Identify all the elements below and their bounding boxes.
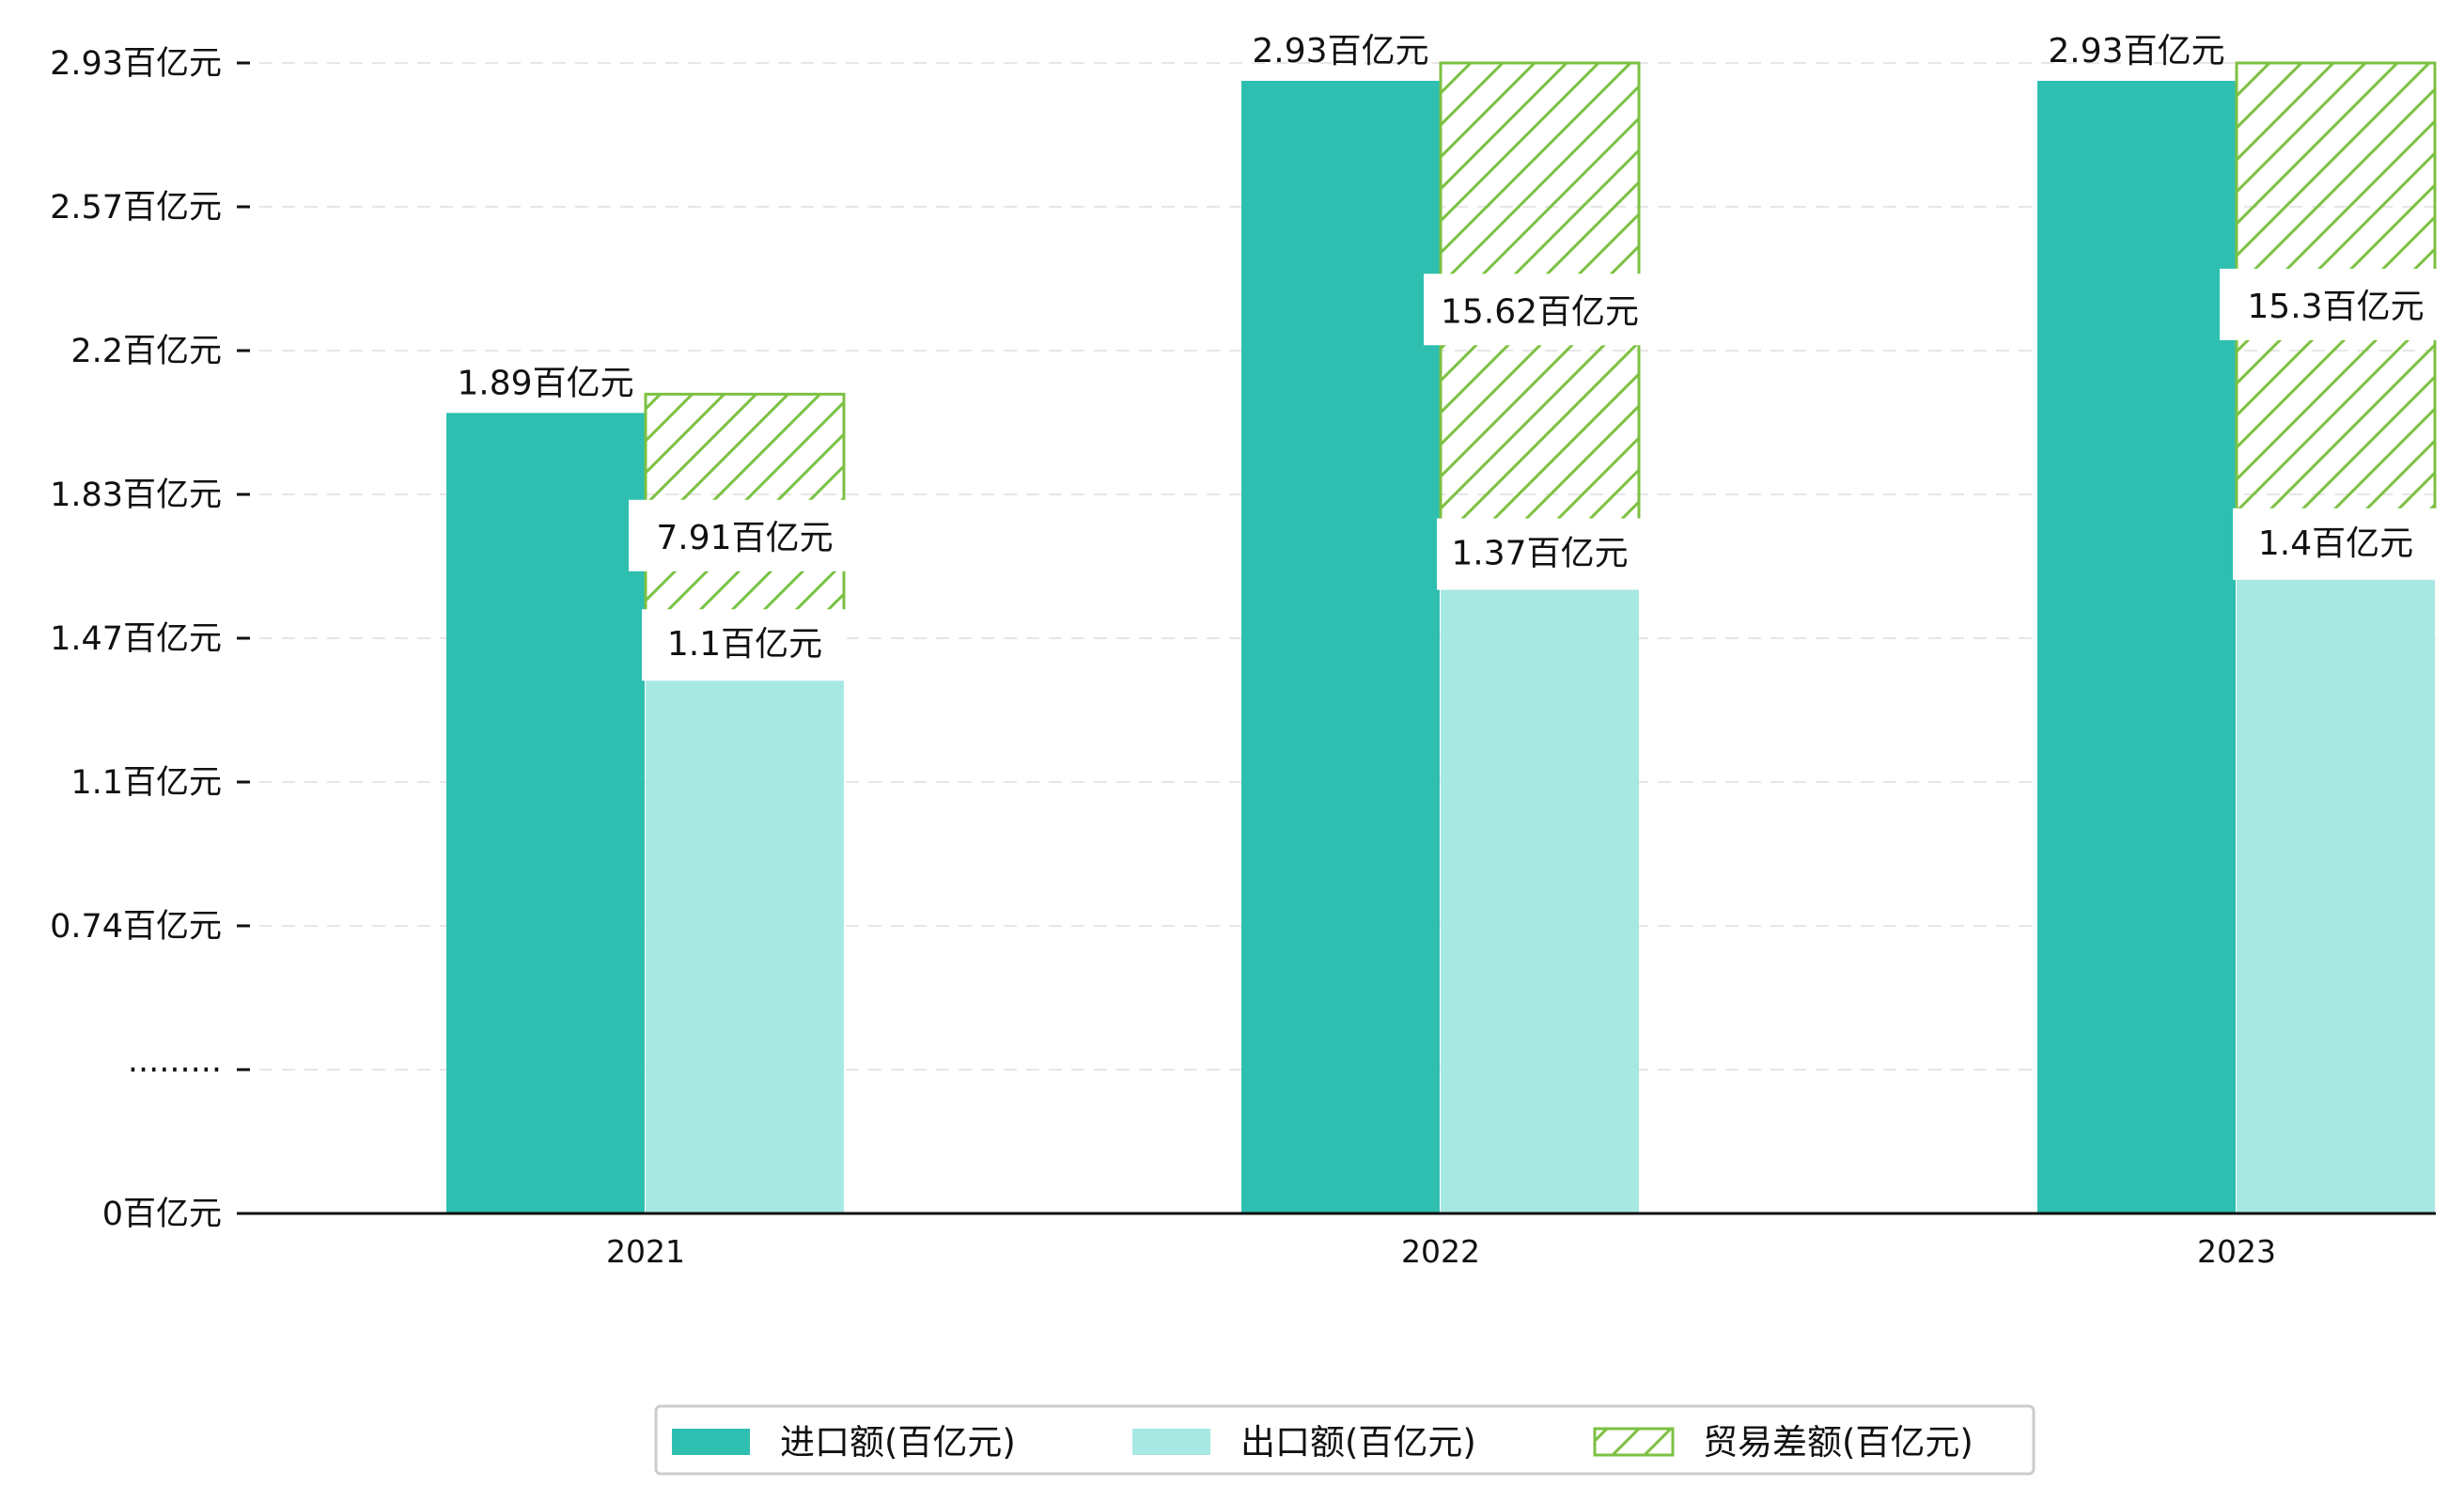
y-tick-label: 1.83百亿元: [50, 477, 222, 514]
data-label-export: 1.1百亿元: [667, 625, 822, 664]
label-box: [1437, 518, 1642, 590]
axis-layer: 0百亿元 ········· 0.74百亿元 1.1百亿元 1.47百亿元 1.83百亿元…: [50, 45, 2436, 1270]
bar-import: [2037, 81, 2236, 1213]
legend-swatch: [1593, 1427, 1675, 1457]
y-tick-label: 2.93百亿元: [50, 45, 222, 83]
label-box: [629, 499, 864, 571]
y-tick-label: 1.47百亿元: [50, 620, 222, 658]
data-label-trade-balance: 7.91百亿元: [656, 519, 833, 557]
label-box: [1424, 274, 1659, 346]
legend-label: 进口额(百亿元): [780, 1422, 1016, 1463]
data-label-export: 1.37百亿元: [1451, 535, 1628, 573]
label-box: [642, 609, 847, 681]
legend-swatch: [672, 1429, 750, 1455]
y-tick-label: 1.1百亿元: [70, 764, 222, 802]
data-labels: 1.89百亿元 1.1百亿元 7.91百亿元 2.93百亿元 1.37百亿元 15.62百…: [457, 32, 2455, 681]
data-label-trade-balance: 15.62百亿元: [1441, 292, 1639, 331]
legend-swatch: [1132, 1429, 1210, 1455]
bar-import: [1241, 81, 1440, 1213]
data-label-import: 2.93百亿元: [1252, 32, 1428, 70]
data-label-trade-balance: 15.3百亿元: [2247, 288, 2424, 326]
bar-export: [2237, 577, 2435, 1213]
legend-label: 贸易差额(百亿元): [1703, 1422, 1973, 1463]
y-tick-label: 2.2百亿元: [70, 333, 222, 370]
x-tick-label: 2023: [2197, 1233, 2276, 1270]
x-tick-label: 2021: [606, 1233, 685, 1270]
legend-frame: [654, 1404, 2035, 1476]
bar-import: [446, 413, 645, 1213]
y-tick-label: 0.74百亿元: [50, 908, 222, 946]
data-label-export: 1.4百亿元: [2258, 524, 2413, 563]
data-label-import: 1.89百亿元: [457, 364, 633, 402]
label-box: [2220, 268, 2455, 340]
y-tick-label: ·········: [128, 1052, 222, 1089]
legend-label: 出口额(百亿元): [1240, 1422, 1476, 1463]
x-tick-label: 2022: [1401, 1233, 1480, 1270]
bar-export: [1441, 587, 1639, 1213]
y-tick-label: 0百亿元: [102, 1196, 222, 1233]
legend: 进口额(百亿元) 出口额(百亿元) 贸易差额(百亿元): [654, 1404, 2035, 1476]
label-box: [2233, 508, 2438, 580]
y-tick-label: 2.57百亿元: [50, 189, 222, 227]
data-label-import: 2.93百亿元: [2048, 32, 2224, 70]
bar-export: [646, 679, 844, 1213]
